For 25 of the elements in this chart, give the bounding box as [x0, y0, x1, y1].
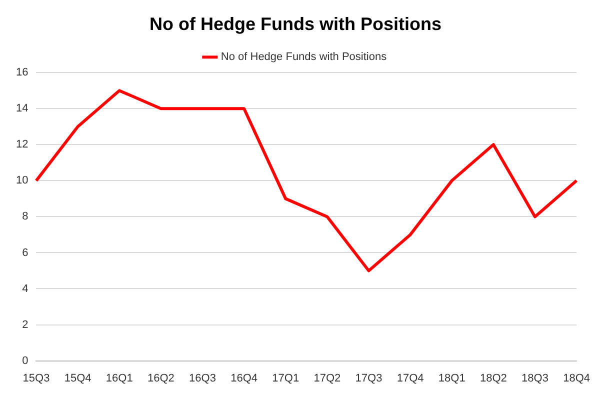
- y-tick-label: 6: [22, 246, 28, 259]
- x-tick-label: 18Q2: [480, 372, 507, 384]
- y-tick-label: 2: [22, 318, 28, 331]
- y-tick-label: 8: [22, 210, 28, 223]
- y-tick-label: 14: [16, 102, 28, 115]
- x-tick-label: 17Q4: [396, 372, 424, 384]
- x-tick-label: 16Q2: [147, 372, 174, 384]
- x-tick-label: 16Q4: [230, 372, 258, 384]
- x-tick-label: 15Q4: [64, 372, 92, 384]
- y-tick-label: 4: [22, 282, 28, 295]
- x-tick-label: 18Q1: [438, 372, 466, 384]
- y-tick-label: 12: [16, 138, 28, 151]
- x-tick-label: 18Q3: [522, 372, 548, 384]
- y-tick-label: 0: [22, 354, 28, 367]
- chart-title: No of Hedge Funds with Positions: [150, 14, 442, 34]
- y-tick-label: 16: [16, 66, 28, 79]
- y-tick-label: 10: [16, 174, 28, 187]
- x-tick-label: 18Q4: [563, 372, 590, 384]
- x-tick-label: 16Q3: [189, 372, 216, 384]
- x-tick-label: 17Q1: [272, 372, 300, 384]
- x-tick-label: 16Q1: [106, 372, 133, 384]
- x-tick-label: 17Q3: [355, 372, 382, 384]
- x-tick-label: 15Q3: [22, 372, 50, 384]
- x-tick-label: 17Q2: [314, 372, 341, 384]
- legend-label: No of Hedge Funds with Positions: [220, 51, 388, 64]
